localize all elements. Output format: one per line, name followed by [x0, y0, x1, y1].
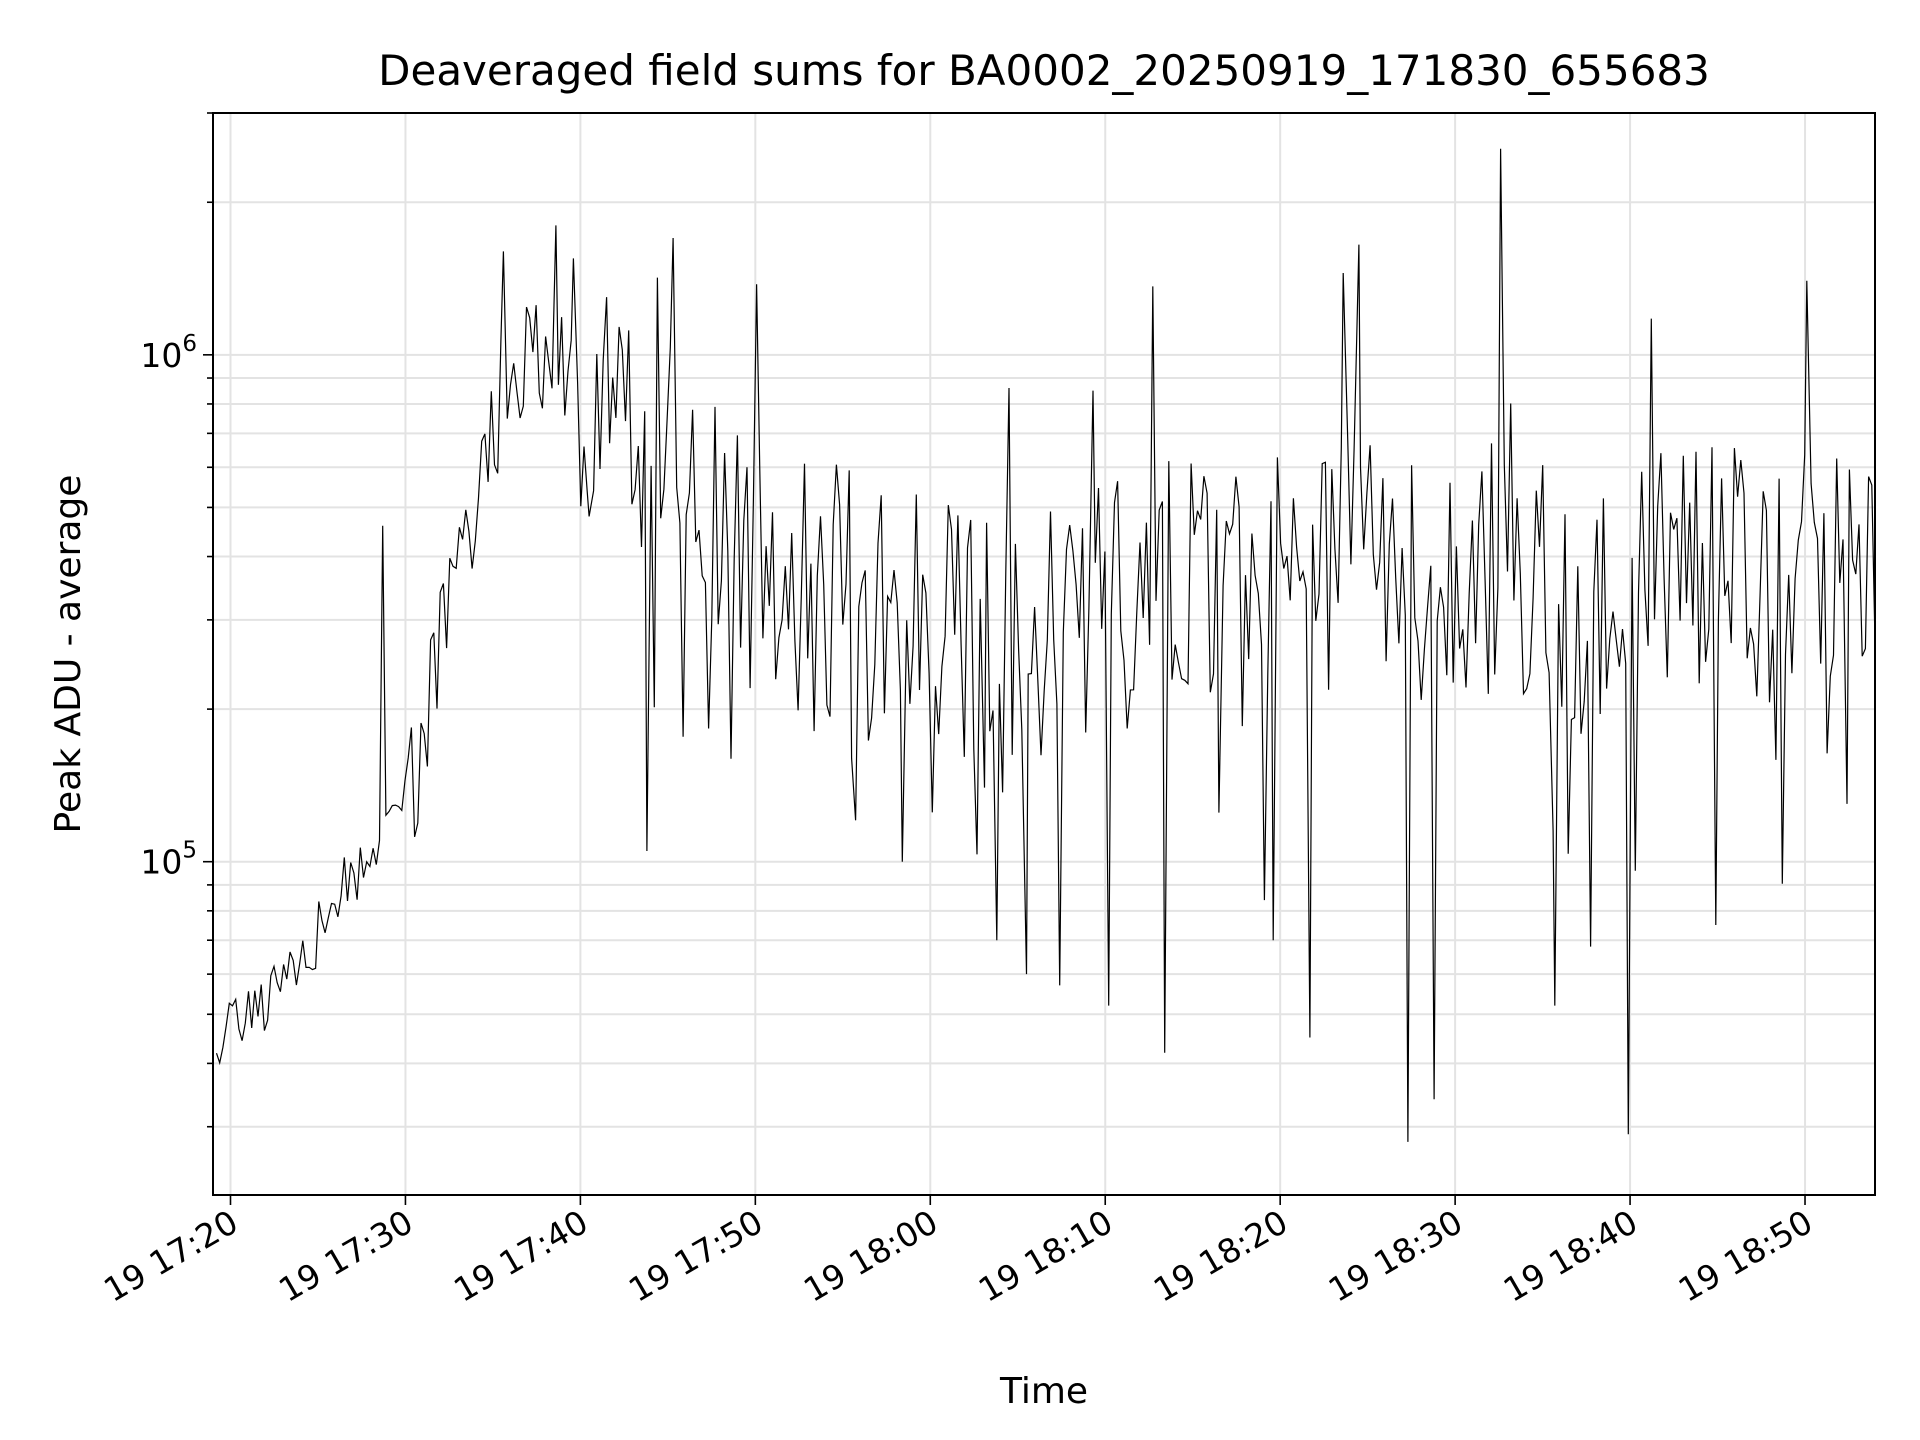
y-axis: 105 106	[140, 112, 213, 1128]
series-layer	[215, 148, 1876, 1142]
plot-frame	[212, 112, 1876, 1196]
x-axis-label: Time	[999, 1371, 1088, 1412]
y-axis-label: Peak ADU - average	[48, 475, 89, 834]
chart-title: Deaveraged field sums for BA0002_2025091…	[378, 46, 1710, 95]
plot-area	[213, 113, 1875, 1195]
y-tick-label: 106	[140, 331, 197, 375]
y-tick-label: 105	[140, 838, 197, 882]
series-line	[215, 148, 1876, 1142]
